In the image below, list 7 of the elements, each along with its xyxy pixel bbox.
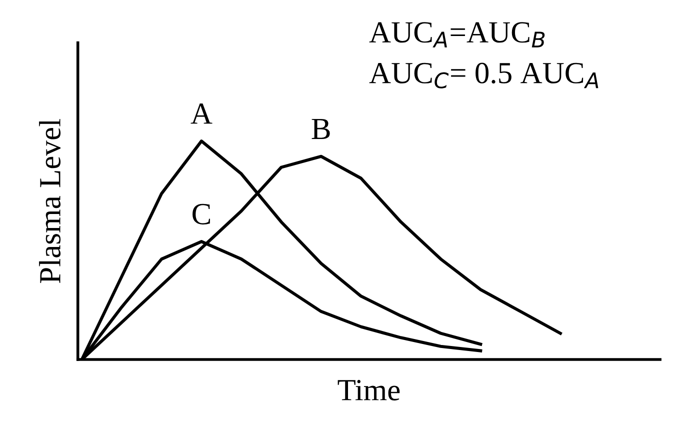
x-axis-title: Time <box>338 380 400 400</box>
series-label: B <box>312 118 330 140</box>
text: AUC$_{C}$= 0.5 AUC$_{A}$ <box>369 62 598 88</box>
y-axis-title: Plasma Level <box>39 119 61 284</box>
text: AUC$_{A}$=AUC$_{B}$ <box>369 22 545 48</box>
series-label: C <box>192 204 210 224</box>
series-label: A <box>190 103 212 124</box>
